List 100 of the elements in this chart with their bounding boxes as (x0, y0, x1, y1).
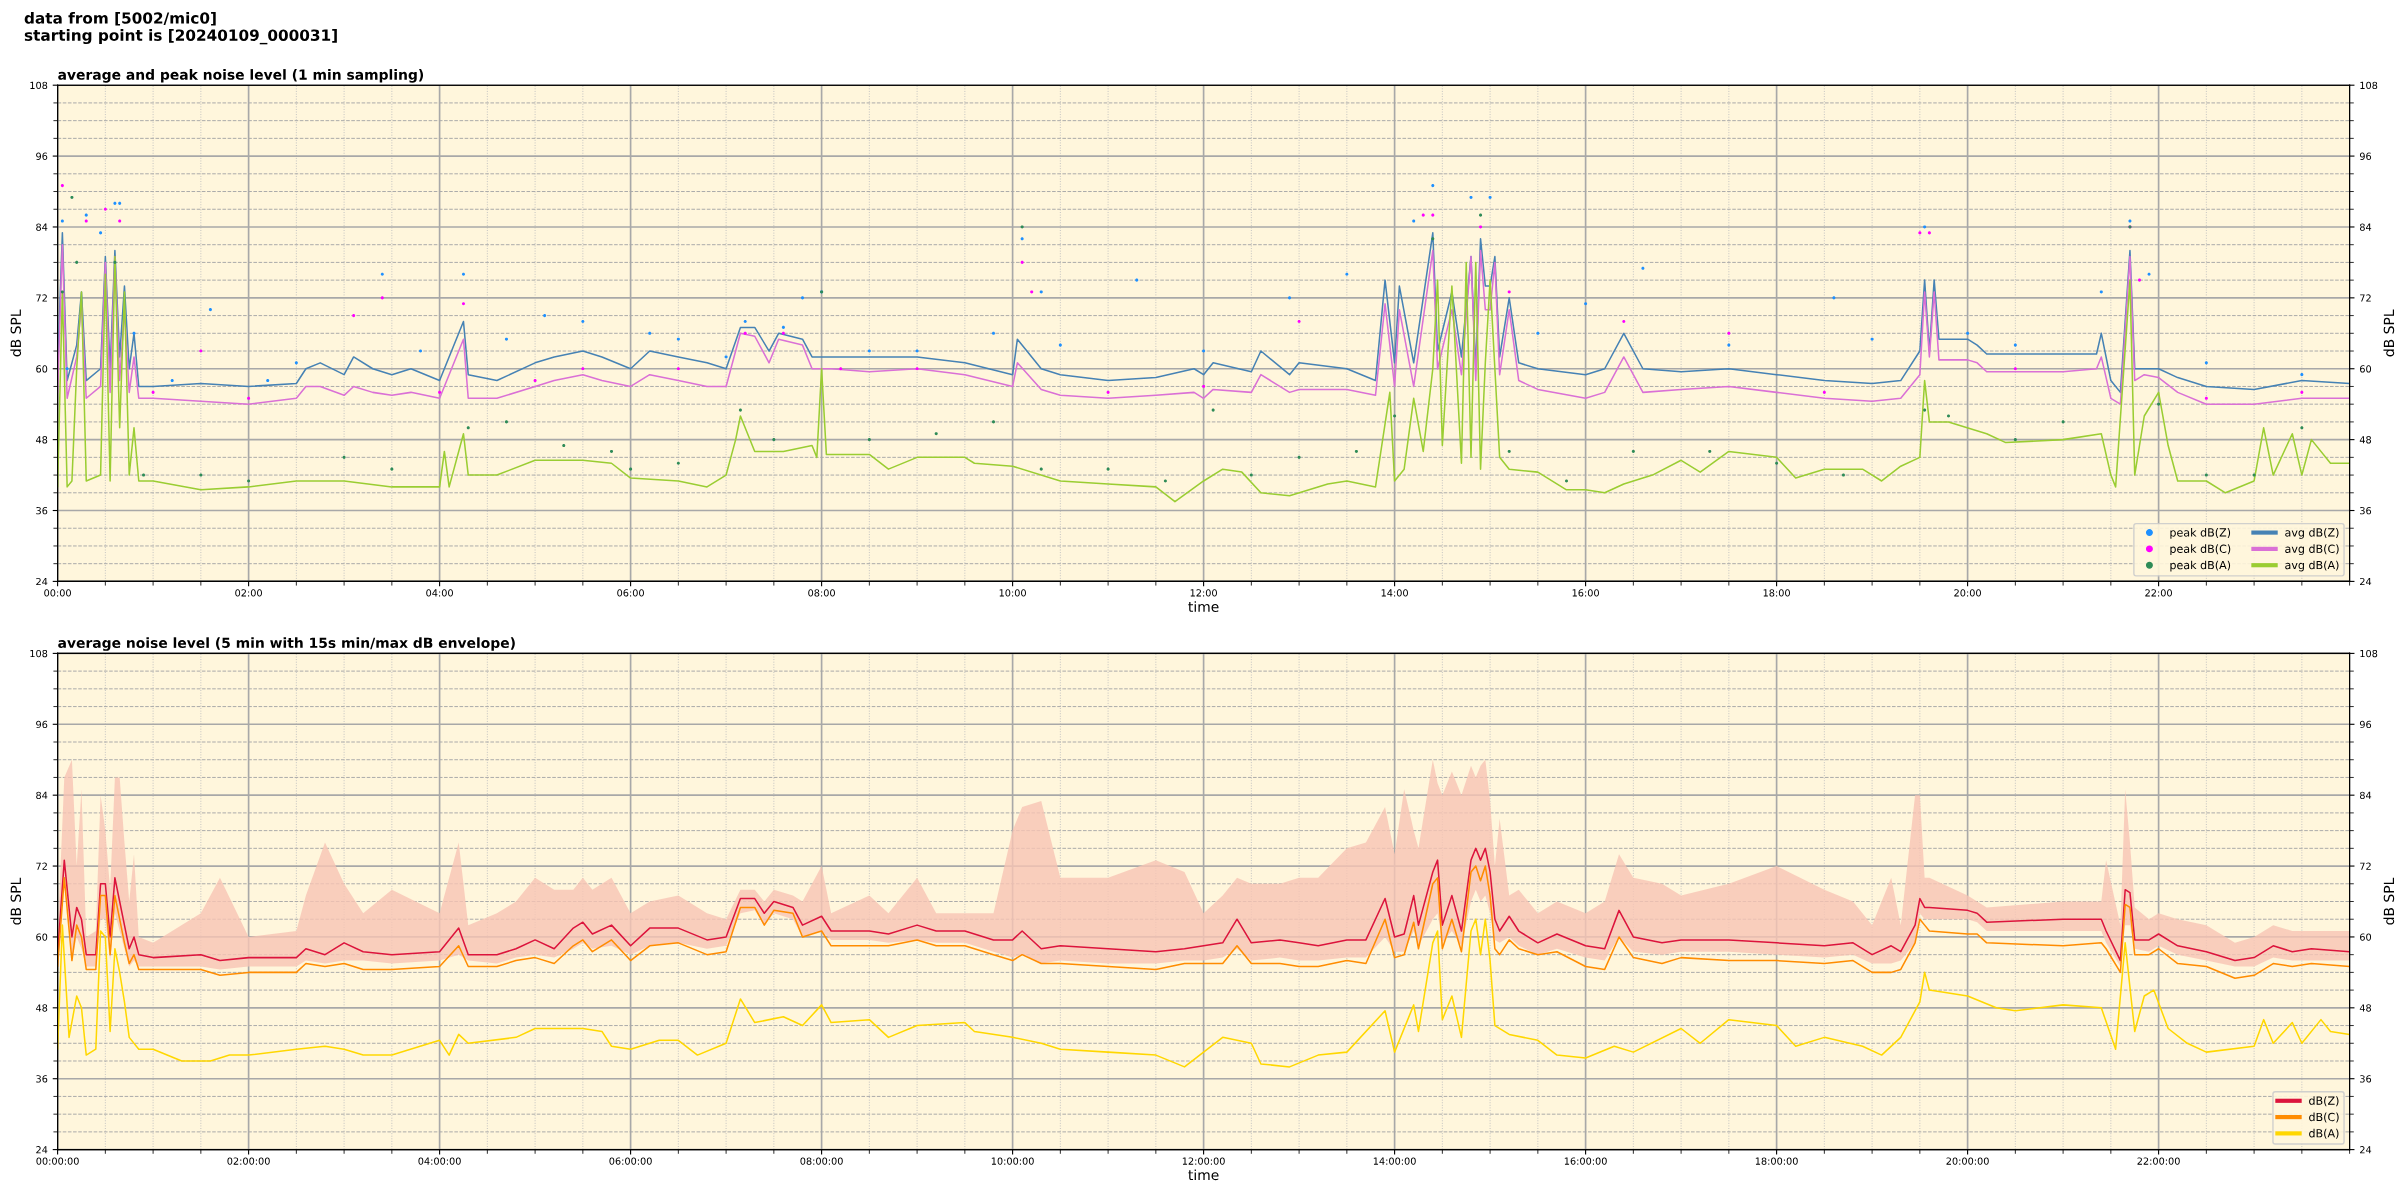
x-tick-label: 00:00:00 (36, 1157, 79, 1165)
x-tick-label: 18:00:00 (1755, 1157, 1798, 1165)
x-tick-label: 02:00 (235, 589, 262, 597)
point (352, 314, 356, 318)
point (1393, 414, 1397, 418)
point (648, 331, 652, 335)
text: data from [5002/mic0] starting point is [20240109_000031] (24, 12, 337, 45)
point (1163, 479, 1167, 483)
y-tick-label: 108 (30, 81, 48, 90)
point (1966, 331, 1970, 335)
x-tick-label: 12:00 (1190, 589, 1217, 597)
x-tick-label: 06:00 (617, 589, 644, 597)
point (247, 479, 251, 483)
x-tick-label: 00:00 (44, 589, 71, 597)
point (867, 349, 871, 353)
legend-label: dB(C) (2309, 1112, 2339, 1123)
y-tick-label: 60 (36, 365, 48, 373)
point (118, 201, 122, 205)
point (103, 207, 107, 211)
point (676, 461, 680, 465)
point (676, 367, 680, 371)
x-tick-label: 12:00:00 (1182, 1157, 1225, 1165)
point (724, 355, 728, 359)
y2-tick-label: 24 (2360, 577, 2372, 586)
point (2300, 426, 2304, 430)
legend-label: dB(Z) (2309, 1096, 2339, 1107)
x-tick-label: 22:00:00 (2137, 1157, 2180, 1165)
x-axis-title: time (1188, 1169, 1219, 1181)
point (380, 272, 384, 276)
point (1832, 296, 1836, 300)
y-tick-label: 48 (35, 1004, 48, 1012)
y2-tick-label: 96 (2359, 152, 2372, 160)
y-tick-label: 108 (30, 649, 48, 658)
y-tick-label: 24 (36, 577, 48, 586)
legend-label: peak dB(C) (2170, 544, 2231, 556)
y-axis-title: dB SPL (10, 309, 22, 357)
legend-label: avg dB(A) (2285, 560, 2339, 572)
x-tick-label: 14:00:00 (1373, 1157, 1416, 1165)
x-tick-label: 06:00:00 (609, 1157, 652, 1165)
point (2013, 367, 2017, 371)
y-axis-title: dB SPL (10, 877, 22, 925)
x-axis-title: time (1188, 601, 1219, 612)
y2-tick-label: 96 (2359, 720, 2372, 729)
point (1479, 225, 1483, 229)
y-tick-label: 84 (36, 791, 48, 799)
line-series (57, 865, 2350, 980)
y-tick-label: 72 (36, 294, 47, 302)
x-tick-label: 20:00 (1954, 589, 1981, 597)
point (466, 426, 470, 430)
y-tick-label: 96 (36, 720, 48, 729)
y2-tick-label: 48 (2359, 436, 2372, 444)
x-tick-label: 16:00:00 (1564, 1157, 1607, 1165)
x-tick-label: 10:00:00 (991, 1157, 1034, 1165)
y2-tick-label: 60 (2360, 933, 2372, 941)
x-tick-label: 18:00 (1763, 589, 1790, 597)
x-tick-label: 04:00 (426, 589, 453, 597)
point (867, 438, 871, 442)
point (1564, 479, 1569, 483)
point (2061, 420, 2065, 424)
point (2204, 396, 2208, 400)
y-tick-label: 36 (36, 506, 48, 515)
x-tick-label: 08:00:00 (800, 1157, 843, 1165)
point (1202, 349, 1206, 353)
y2-tick-label: 84 (2359, 223, 2372, 231)
x-tick-label: 02:00:00 (227, 1157, 270, 1165)
point (543, 314, 547, 318)
x-tick-label: 04:00:00 (418, 1157, 461, 1165)
point (609, 449, 614, 453)
point (266, 379, 270, 383)
y2-tick-label: 72 (2360, 294, 2371, 302)
point (839, 367, 843, 371)
y2-tick-label: 72 (2360, 862, 2371, 870)
point (208, 308, 212, 312)
point (1918, 231, 1922, 235)
point (1431, 237, 1435, 241)
x-tick-label: 22:00 (2145, 589, 2172, 597)
legend-label: avg dB(Z) (2285, 528, 2339, 539)
x-tick-label: 08:00 (808, 589, 835, 597)
point (1631, 449, 1635, 453)
point (743, 331, 747, 335)
y-tick-label: 36 (36, 1075, 48, 1083)
legend-label: dB(A) (2309, 1128, 2339, 1139)
y-tick-label: 72 (36, 862, 47, 870)
point (132, 331, 136, 335)
chart-title: average noise level (5 min with 15s min/max dB envelope) (58, 637, 515, 651)
x-tick-label: 10:00 (999, 589, 1026, 597)
legend-label: peak dB(A) (2170, 560, 2231, 572)
line-series (57, 255, 2350, 503)
legend-label: avg dB(C) (2285, 544, 2339, 556)
point (2013, 438, 2017, 442)
y-tick-label: 48 (35, 436, 48, 444)
point (1345, 272, 1349, 276)
point (1354, 449, 1358, 453)
line-series (57, 847, 2350, 962)
point (781, 331, 785, 335)
x-tick-label: 16:00 (1572, 589, 1599, 597)
legend-label: peak dB(Z) (2170, 528, 2231, 539)
y-tick-label: 24 (36, 1146, 48, 1154)
point (418, 349, 423, 353)
y2-tick-label: 48 (2359, 1004, 2372, 1012)
